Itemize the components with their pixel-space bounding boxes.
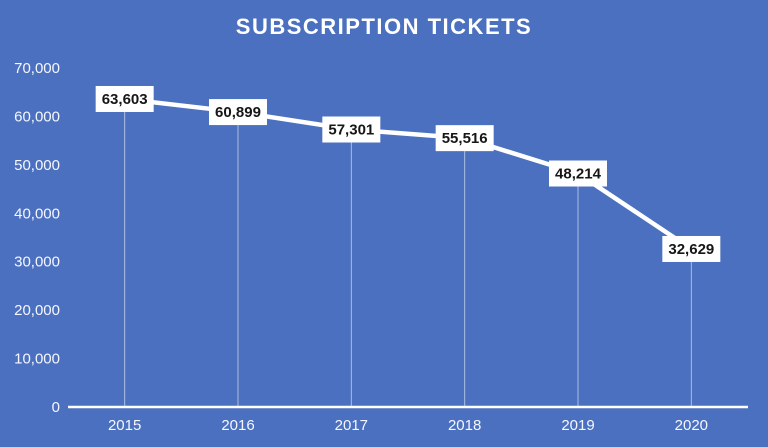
y-axis-tick-label: 70,000 [14, 60, 60, 77]
data-label: 32,629 [668, 241, 714, 258]
data-label-box [662, 235, 721, 262]
data-label: 60,899 [215, 104, 261, 121]
x-axis-tick-label: 2020 [675, 417, 708, 434]
x-axis-tick-label: 2019 [561, 417, 594, 434]
data-label: 55,516 [442, 130, 488, 147]
y-axis-tick-label: 60,000 [14, 108, 60, 125]
data-label-box [95, 85, 154, 112]
data-label: 57,301 [328, 121, 374, 138]
x-axis-tick-label: 2018 [448, 417, 481, 434]
y-axis-tick-label: 10,000 [14, 351, 60, 368]
y-axis-tick-label: 40,000 [14, 205, 60, 222]
x-axis-tick-label: 2016 [221, 417, 254, 434]
data-label: 48,214 [555, 166, 602, 183]
x-axis-tick-label: 2017 [335, 417, 368, 434]
y-axis-tick-label: 50,000 [14, 157, 60, 174]
data-label: 63,603 [102, 91, 148, 108]
y-axis-tick-label: 20,000 [14, 302, 60, 319]
x-axis-tick-label: 2015 [108, 417, 141, 434]
y-axis-tick-label: 0 [52, 399, 60, 416]
y-axis-tick-label: 30,000 [14, 254, 60, 271]
chart-title: SUBSCRIPTION TICKETS [235, 14, 533, 39]
data-label-box [322, 116, 381, 143]
data-label-box [435, 125, 494, 152]
data-label-box [209, 99, 267, 126]
data-label-box [549, 160, 607, 187]
